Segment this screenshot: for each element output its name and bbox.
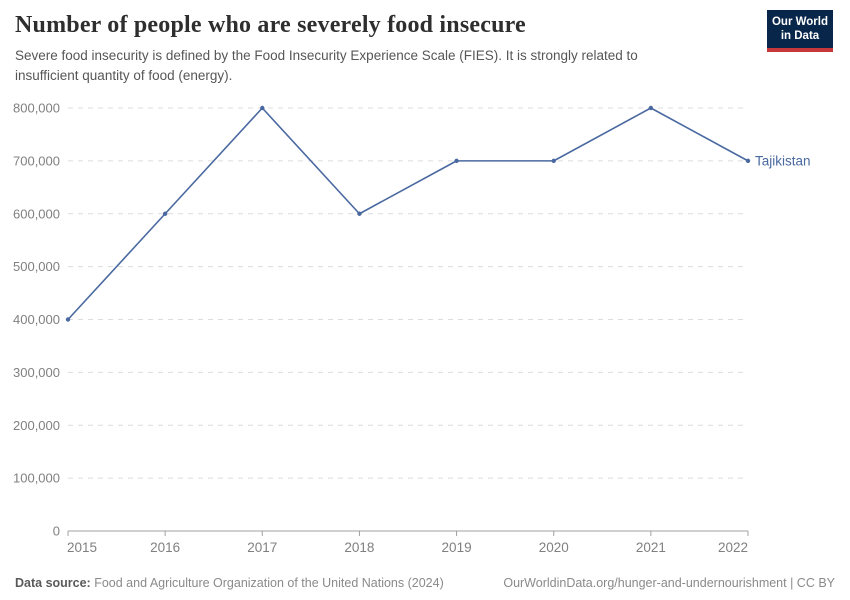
data-point[interactable] [162, 211, 168, 216]
data-line-tajikistan[interactable] [67, 107, 749, 321]
data-source-note: Data source: Food and Agriculture Organi… [15, 576, 444, 590]
data-point[interactable] [745, 158, 751, 164]
x-axis-tick-label: 2020 [539, 540, 569, 555]
data-point[interactable] [648, 105, 654, 111]
x-axis-tick-label: 2017 [247, 540, 277, 555]
y-axis-tick-label: 800,000 [13, 101, 60, 116]
chart-subtitle: Severe food insecurity is defined by the… [15, 48, 638, 84]
page-title: Number of people who are severely food i… [15, 12, 526, 38]
owid-logo: Our World in Data [767, 10, 833, 52]
x-axis-tick-label: 2022 [718, 540, 748, 555]
chart-footer: Data source: Food and Agriculture Organi… [15, 576, 835, 590]
chart-canvas: 0 100,000 200,000 300,000 400,000 500,000 600,… [13, 101, 811, 556]
data-point[interactable] [551, 158, 556, 164]
data-point[interactable] [357, 211, 362, 216]
data-point[interactable] [260, 105, 265, 111]
data-point[interactable] [65, 317, 71, 322]
chart-header: Number of people who are severely food i… [0, 0, 850, 87]
x-axis-tick-label: 2021 [636, 540, 666, 555]
y-axis-tick-label: 400,000 [13, 312, 60, 327]
x-axis-tick-label: 2016 [150, 540, 180, 555]
y-axis-tick-label: 700,000 [13, 153, 60, 168]
y-axis-tick-label: 300,000 [13, 365, 60, 380]
x-axis-tick-label: 2018 [344, 540, 374, 555]
data-source-text: Food and Agriculture Organization of the… [94, 576, 444, 590]
x-axis-tick-label: 2015 [67, 540, 97, 555]
series-end-label[interactable]: Tajikistan [755, 153, 811, 168]
owid-logo-line2: in Data [780, 30, 820, 43]
data-source-label: Data source: [15, 576, 91, 590]
y-axis-tick-label: 500,000 [13, 259, 60, 274]
owid-logo-line1: Our World [771, 16, 828, 28]
data-point[interactable] [454, 158, 459, 164]
y-axis-tick-label: 100,000 [13, 471, 60, 486]
x-axis-tick-label: 2019 [442, 540, 472, 555]
y-axis-tick-label: 0 [53, 524, 60, 539]
license-link[interactable]: OurWorldinData.org/hunger-and-undernouri… [503, 576, 835, 590]
y-axis-tick-label: 200,000 [13, 418, 60, 433]
y-axis-tick-label: 600,000 [13, 206, 60, 221]
